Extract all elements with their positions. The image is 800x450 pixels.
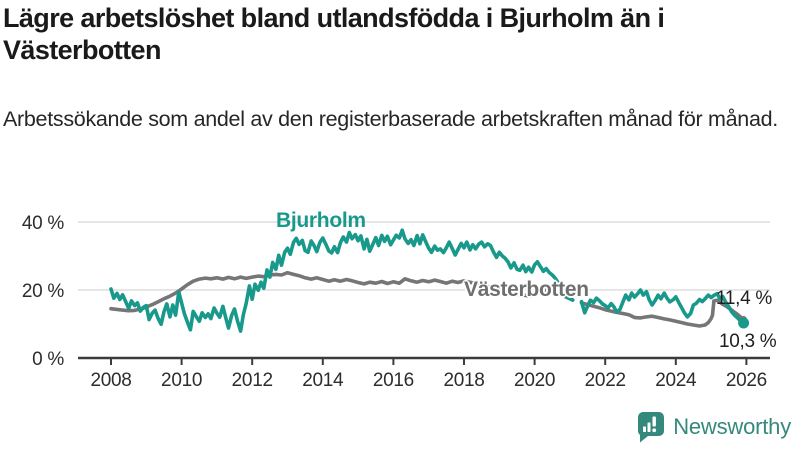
x-tick-label: 2016 bbox=[373, 370, 414, 391]
chart-title: Lägre arbetslöshet bland utlandsfödda i … bbox=[3, 3, 665, 66]
series-label-bjurholm: Bjurholm bbox=[276, 209, 366, 232]
bjurholm-line bbox=[579, 288, 746, 325]
end-value-bjurholm: 10,3 % bbox=[719, 331, 777, 352]
newsworthy-icon bbox=[638, 412, 665, 443]
y-tick-label: 20 % bbox=[22, 281, 65, 302]
bjurholm-line bbox=[109, 228, 575, 333]
x-tick-label: 2012 bbox=[232, 370, 273, 391]
vasterbotten-line bbox=[109, 270, 575, 313]
x-tick-label: 2026 bbox=[726, 370, 767, 391]
series-label-vasterbotten: Västerbotten bbox=[464, 278, 589, 301]
newsworthy-wordmark: Newsworthy bbox=[673, 414, 791, 439]
y-tick-label: 40 % bbox=[22, 213, 65, 234]
x-tick-label: 2014 bbox=[302, 370, 344, 391]
end-value-vasterbotten: 11,4 % bbox=[716, 288, 772, 309]
x-tick-label: 2024 bbox=[655, 370, 697, 391]
plot-area: 2008 2010 2012 2014 2016 2018 2020 2022 2024 2026… bbox=[22, 213, 770, 391]
bjurholm-end-dot bbox=[738, 317, 750, 329]
x-tick-label: 2022 bbox=[585, 370, 626, 391]
x-tick-label: 2020 bbox=[514, 370, 555, 391]
newsworthy-logo: Newsworthy bbox=[637, 411, 791, 443]
chart-subtitle: Arbetssökande som andel av den registerb… bbox=[3, 107, 778, 131]
x-tick-label: 2018 bbox=[443, 370, 484, 391]
y-tick-label: 0 % bbox=[32, 349, 64, 370]
x-tick-label: 2008 bbox=[90, 370, 131, 391]
x-tick-label: 2010 bbox=[161, 370, 202, 391]
